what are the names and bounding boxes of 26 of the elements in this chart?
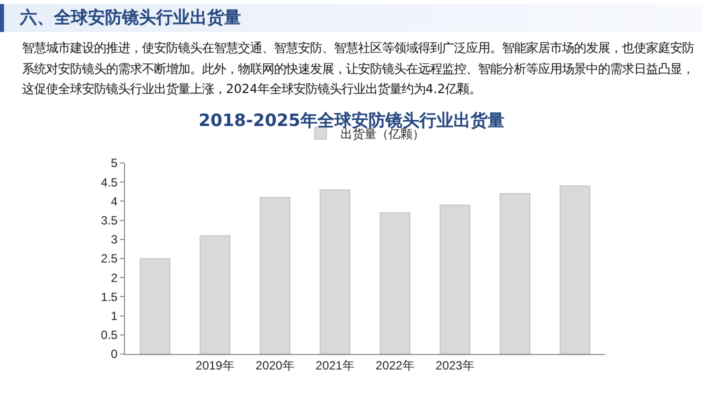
text: 六、全球安防镜头行业出货量: [0, 4, 703, 32]
x-tick-label: 2020年: [256, 358, 294, 372]
bar: [320, 189, 350, 354]
x-tick-label: 2022年: [376, 358, 414, 372]
bar: [140, 258, 170, 354]
bar: [440, 204, 470, 354]
y-tick-label: 2.5: [100, 252, 118, 266]
y-tick-label: 1: [110, 309, 118, 323]
y-tick-label: 4: [110, 194, 118, 208]
bar: [500, 193, 530, 354]
x-tick-label: 2019年: [196, 358, 234, 372]
bar: [560, 186, 590, 354]
x-tick-label: 2023年: [436, 358, 474, 372]
x-tick-label: 2021年: [316, 358, 354, 372]
y-tick-label: 2: [110, 270, 118, 285]
bar: [260, 197, 290, 354]
y-tick-label: 5: [110, 156, 118, 170]
text: 智慧城市建设的推进，使安防镜头在智慧交通、智慧安防、智慧社区等领域得到广泛应用。智能家居市场的发展，也使家庭安防系统对安防镜头的需求不断增加。此外，物联网的快速发展，让安防镜头在远程监控、智能分析等应用场景中的需求日益凸显，这促使全球安防镜头行业出货量上涨，2024年全球安防镜头行业出货量约为4.2亿颗。: [22, 39, 694, 98]
y-tick-label: 1.5: [100, 290, 118, 304]
y-tick-label: 3.5: [100, 214, 118, 228]
bar: [200, 235, 230, 354]
y-tick-label: 0.5: [100, 328, 118, 342]
y-tick-label: 4.5: [100, 175, 118, 190]
y-tick-label: 0: [110, 347, 118, 362]
y-tick-label: 3: [110, 232, 118, 247]
bar: [380, 212, 410, 354]
